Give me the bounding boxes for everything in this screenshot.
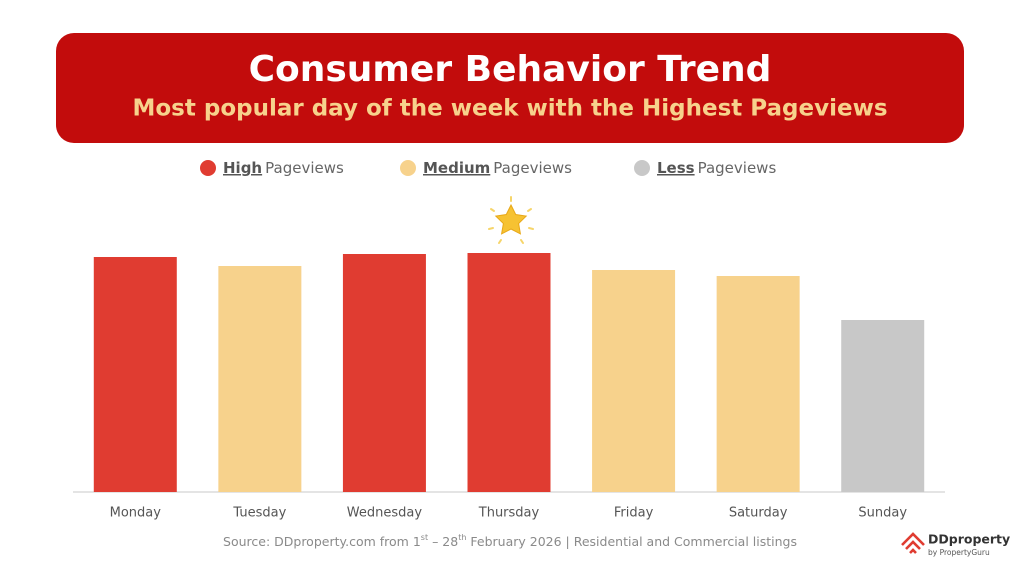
bar (218, 266, 302, 492)
legend-swatch (634, 160, 650, 176)
chart-title: Consumer Behavior Trend (249, 49, 772, 90)
logo-icon (901, 532, 925, 554)
logo-by: by PropertyGuru (928, 548, 990, 557)
bar (841, 320, 925, 492)
x-tick-label: Wednesday (347, 506, 423, 521)
legend-label: Medium Pageviews (423, 159, 572, 177)
x-tick-label: Saturday (729, 506, 788, 521)
x-tick-label: Monday (110, 506, 162, 521)
logo: DDproperty by PropertyGuru (901, 532, 1010, 557)
source-sup: th (458, 533, 466, 542)
star (488, 196, 534, 244)
x-tick-label: Thursday (478, 506, 540, 521)
source-sup: st (421, 533, 428, 542)
legend-label: Less Pageviews (657, 159, 776, 177)
bar (342, 254, 426, 492)
legend-swatch (400, 160, 416, 176)
source-text: – 28 (428, 534, 458, 549)
star-shape (494, 203, 528, 235)
legend-label: High Pageviews (223, 159, 344, 177)
x-tick-label: Tuesday (232, 506, 286, 521)
bar (467, 253, 551, 492)
x-tick-label: Sunday (858, 506, 907, 521)
source-text: February 2026 | Residential and Commerci… (466, 534, 797, 549)
chart-subtitle: Most popular day of the week with the Hi… (132, 96, 887, 122)
legend-bold: High (223, 159, 262, 177)
legend-bold: Less (657, 159, 695, 177)
bar (716, 276, 800, 492)
legend-text: Pageviews (698, 159, 777, 177)
legend-swatch (200, 160, 216, 176)
source-text: Source: DDproperty.com from 1 (223, 534, 421, 549)
x-tick-label: Friday (614, 506, 654, 521)
legend-text: Pageviews (493, 159, 572, 177)
source-note: Source: DDproperty.com from 1st – 28th F… (223, 533, 797, 549)
bar (592, 270, 676, 492)
legend-text: Pageviews (265, 159, 344, 177)
title-banner (56, 33, 964, 143)
logo-name: DDproperty (928, 532, 1010, 547)
legend-bold: Medium (423, 159, 490, 177)
bar (93, 257, 177, 492)
